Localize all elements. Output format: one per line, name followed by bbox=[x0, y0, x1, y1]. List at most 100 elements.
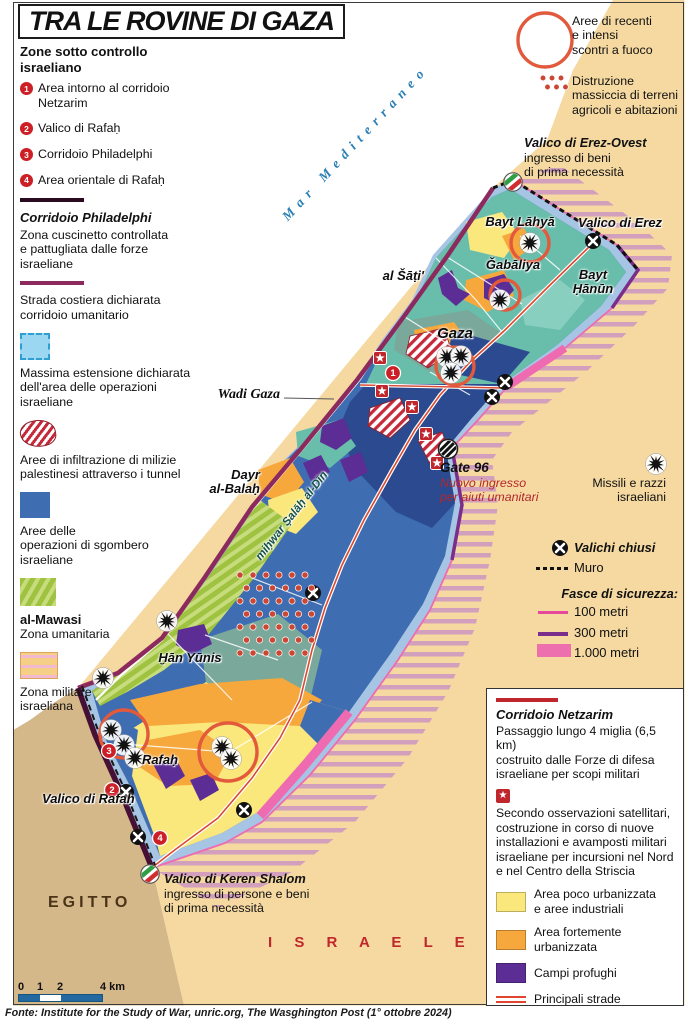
svg-text:1: 1 bbox=[390, 368, 396, 379]
wadi-gaza-pointer bbox=[283, 397, 335, 400]
legend-left: Zone sotto controllo israeliano 1 Area i… bbox=[18, 44, 196, 724]
margin bbox=[0, 1005, 687, 1024]
erez-ovest-block: Valico di Erez-Ovest ingresso di beni di… bbox=[524, 135, 654, 179]
land-legend-label: Area fortemente urbanizzata bbox=[534, 925, 622, 954]
svg-text:2: 2 bbox=[109, 785, 114, 796]
mawasi-text: Zona umanitaria bbox=[20, 627, 110, 642]
legend-item-label: Valico di Rafaḥ bbox=[38, 121, 121, 136]
legend-item-3: 3 Corridoio Philadelphi bbox=[20, 147, 196, 162]
scale-bar: 0 1 2 4 km bbox=[18, 981, 138, 1002]
philadelphi-corridor-line bbox=[75, 687, 155, 870]
scale-segment bbox=[40, 995, 61, 1001]
marker-1-icon: 1 bbox=[20, 82, 33, 96]
band-1000m-label: 1.000 metri bbox=[574, 645, 640, 660]
coastal-road-text: Strada costiera dichiarata corridoio uma… bbox=[20, 293, 161, 323]
missiles-note: Missili e razzi israeliani bbox=[592, 476, 666, 505]
explosion-icon bbox=[124, 747, 146, 769]
band-300m-label: 300 metri bbox=[574, 625, 629, 640]
camp-mid bbox=[303, 455, 330, 481]
destruction-dots bbox=[539, 74, 569, 91]
margin bbox=[684, 0, 687, 1024]
zone-baytlahya-yellow bbox=[466, 212, 520, 258]
camp-mid bbox=[320, 418, 352, 450]
coastal-corridor-swatch bbox=[20, 281, 84, 286]
land-legend-label: Principali strade bbox=[534, 991, 621, 1006]
star-post-icon bbox=[373, 351, 387, 365]
legend-item-label: Corridoio Philadelphi bbox=[38, 147, 153, 162]
land-legend-row: Principali strade bbox=[496, 992, 674, 1006]
star-post-icon bbox=[405, 400, 419, 414]
camps-swatch bbox=[496, 962, 526, 983]
clashes-ring-icon bbox=[488, 278, 522, 312]
goods-crossing-icon bbox=[501, 170, 525, 194]
country-egypt: EGITTO bbox=[48, 894, 132, 911]
zone-navy-east-gaza bbox=[446, 330, 530, 384]
gate96-block: Gate 96 Nuovo ingresso per aiuti umanita… bbox=[440, 460, 552, 504]
source-line: Fonte: Institute for the Study of War, u… bbox=[5, 1007, 452, 1019]
explosion-icon bbox=[450, 345, 472, 367]
country-israel: I S R A E L E bbox=[268, 934, 474, 951]
zone-ky-south-orange bbox=[130, 678, 322, 726]
egypt-border-line bbox=[81, 685, 156, 866]
tunnel-infiltration-area bbox=[367, 397, 411, 439]
valico-rafah-label: Valico di Rafaḥ bbox=[42, 791, 135, 806]
camp-rafah bbox=[190, 773, 219, 801]
explosion-icon bbox=[519, 232, 541, 254]
legend-item-2: 2 Valico di Rafaḥ bbox=[20, 121, 196, 136]
keren-title: Valico di Keren Shalom bbox=[164, 871, 306, 886]
camp-al-shati bbox=[438, 270, 470, 306]
low-urban-swatch bbox=[496, 891, 526, 912]
keren-shalom-block: Valico di Keren Shalom ingresso di perso… bbox=[164, 871, 314, 915]
explosion-icon bbox=[489, 289, 511, 311]
clashes-note: Aree di recenti e intensi scontri a fuoc… bbox=[572, 14, 653, 57]
land-legend-row: Area fortemente urbanizzata bbox=[496, 925, 674, 954]
legend-item-label: Area orientale di Rafaḥ bbox=[38, 172, 165, 187]
wall-dash-swatch bbox=[536, 567, 568, 570]
city-al-shati: al Šāṭi' bbox=[382, 268, 424, 283]
clashes-ring-icon bbox=[98, 708, 150, 760]
clearing-ops-text: Aree delle operazioni di sgombero israel… bbox=[20, 523, 149, 568]
camp-rafah bbox=[153, 757, 185, 789]
zone-se-blue bbox=[300, 700, 349, 748]
closed-crossing-icon bbox=[118, 784, 134, 800]
page-title: TRA LE ROVINE DI GAZA bbox=[28, 6, 335, 36]
red-divider bbox=[496, 698, 558, 702]
zone-teal-patch bbox=[520, 280, 585, 330]
land-legend-row: Area poco urbanizzata e aree industriali bbox=[496, 887, 674, 916]
salah-al-din-road bbox=[153, 245, 591, 867]
numbered-marker-icon: 3 bbox=[100, 742, 118, 760]
roads-swatch bbox=[496, 994, 526, 1005]
clashes-ring-icon bbox=[434, 345, 476, 387]
camp-khanyunis bbox=[176, 624, 212, 654]
philadelphi-title: Corridoio Philadelphi bbox=[20, 210, 152, 226]
city-gabaliya: Ǧabāliya bbox=[485, 257, 541, 272]
numbered-marker-icon: 1 bbox=[384, 364, 402, 382]
scale-bar-rule bbox=[18, 994, 103, 1002]
valico-erez-label: Valico di Erez bbox=[578, 215, 663, 230]
band-300m bbox=[450, 447, 464, 561]
marker-3-icon: 3 bbox=[20, 148, 33, 162]
band-1000m bbox=[256, 709, 353, 819]
military-zone-text: Zona militare israeliana bbox=[20, 684, 92, 714]
netzarim-info-box: Corridoio Netzarim Passaggio lungo 4 mig… bbox=[486, 688, 684, 1006]
land-legend-row: Campi profughi bbox=[496, 962, 674, 983]
camp-mid bbox=[340, 452, 368, 482]
land-legend-label: Campi profughi bbox=[534, 965, 617, 980]
city-bayt-lahya: Bayt Lāhyā bbox=[485, 214, 555, 229]
clashes-ring-icon bbox=[516, 11, 574, 69]
netzarim-title: Corridoio Netzarim bbox=[496, 706, 614, 722]
scale-tick: 0 bbox=[18, 981, 25, 993]
military-zone-swatch bbox=[20, 651, 58, 679]
legend-item-4: 4 Area orientale di Rafaḥ bbox=[20, 173, 196, 188]
erez-ovest-title: Valico di Erez-Ovest bbox=[524, 135, 647, 150]
philadelphi-line-swatch bbox=[20, 198, 84, 203]
city-bayt-hanun: Bayt Ḥānūn bbox=[572, 267, 614, 296]
explosion-icon bbox=[92, 667, 114, 689]
netzarim-text: Passaggio lungo 4 miglia (6,5 km) costru… bbox=[496, 723, 656, 781]
explosion-icon bbox=[645, 453, 667, 475]
star-post-icon bbox=[375, 384, 389, 398]
egypt-land bbox=[0, 688, 185, 1010]
security-bands-title: Fasce di sicurezza: bbox=[561, 586, 678, 601]
legend-item-label: Area intorno al corridoio Netzarim bbox=[38, 81, 170, 110]
